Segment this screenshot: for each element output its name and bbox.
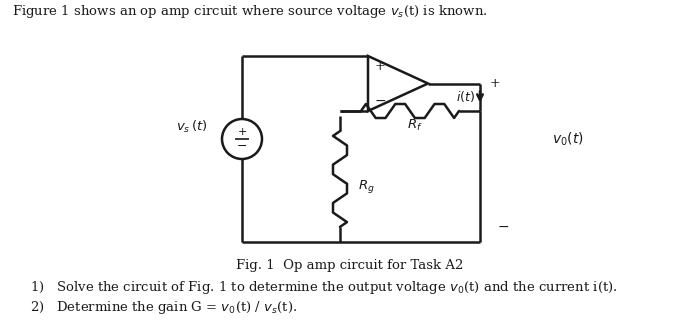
Text: $R_f$: $R_f$ bbox=[407, 118, 423, 133]
Text: 1)   Solve the circuit of Fig. 1 to determine the output voltage $v_0$(t) and th: 1) Solve the circuit of Fig. 1 to determ… bbox=[30, 280, 617, 296]
Text: Figure 1 shows an op amp circuit where source voltage $v_s$(t) is known.: Figure 1 shows an op amp circuit where s… bbox=[12, 4, 488, 20]
Text: $v_s\,(t)$: $v_s\,(t)$ bbox=[176, 119, 208, 135]
Text: −: − bbox=[374, 94, 386, 108]
Text: Fig. 1  Op amp circuit for Task A2: Fig. 1 Op amp circuit for Task A2 bbox=[237, 260, 463, 272]
Text: +: + bbox=[237, 127, 246, 137]
Text: $i(t)$: $i(t)$ bbox=[456, 89, 475, 105]
Text: −: − bbox=[237, 140, 247, 153]
Text: 2)   Determine the gain G = $v_0$(t) / $v_s$(t).: 2) Determine the gain G = $v_0$(t) / $v_… bbox=[30, 299, 298, 317]
Text: $R_g$: $R_g$ bbox=[358, 178, 374, 195]
Text: +: + bbox=[374, 60, 385, 73]
Text: −: − bbox=[498, 220, 510, 234]
Text: $v_0(t)$: $v_0(t)$ bbox=[552, 130, 584, 148]
Text: +: + bbox=[490, 77, 500, 90]
